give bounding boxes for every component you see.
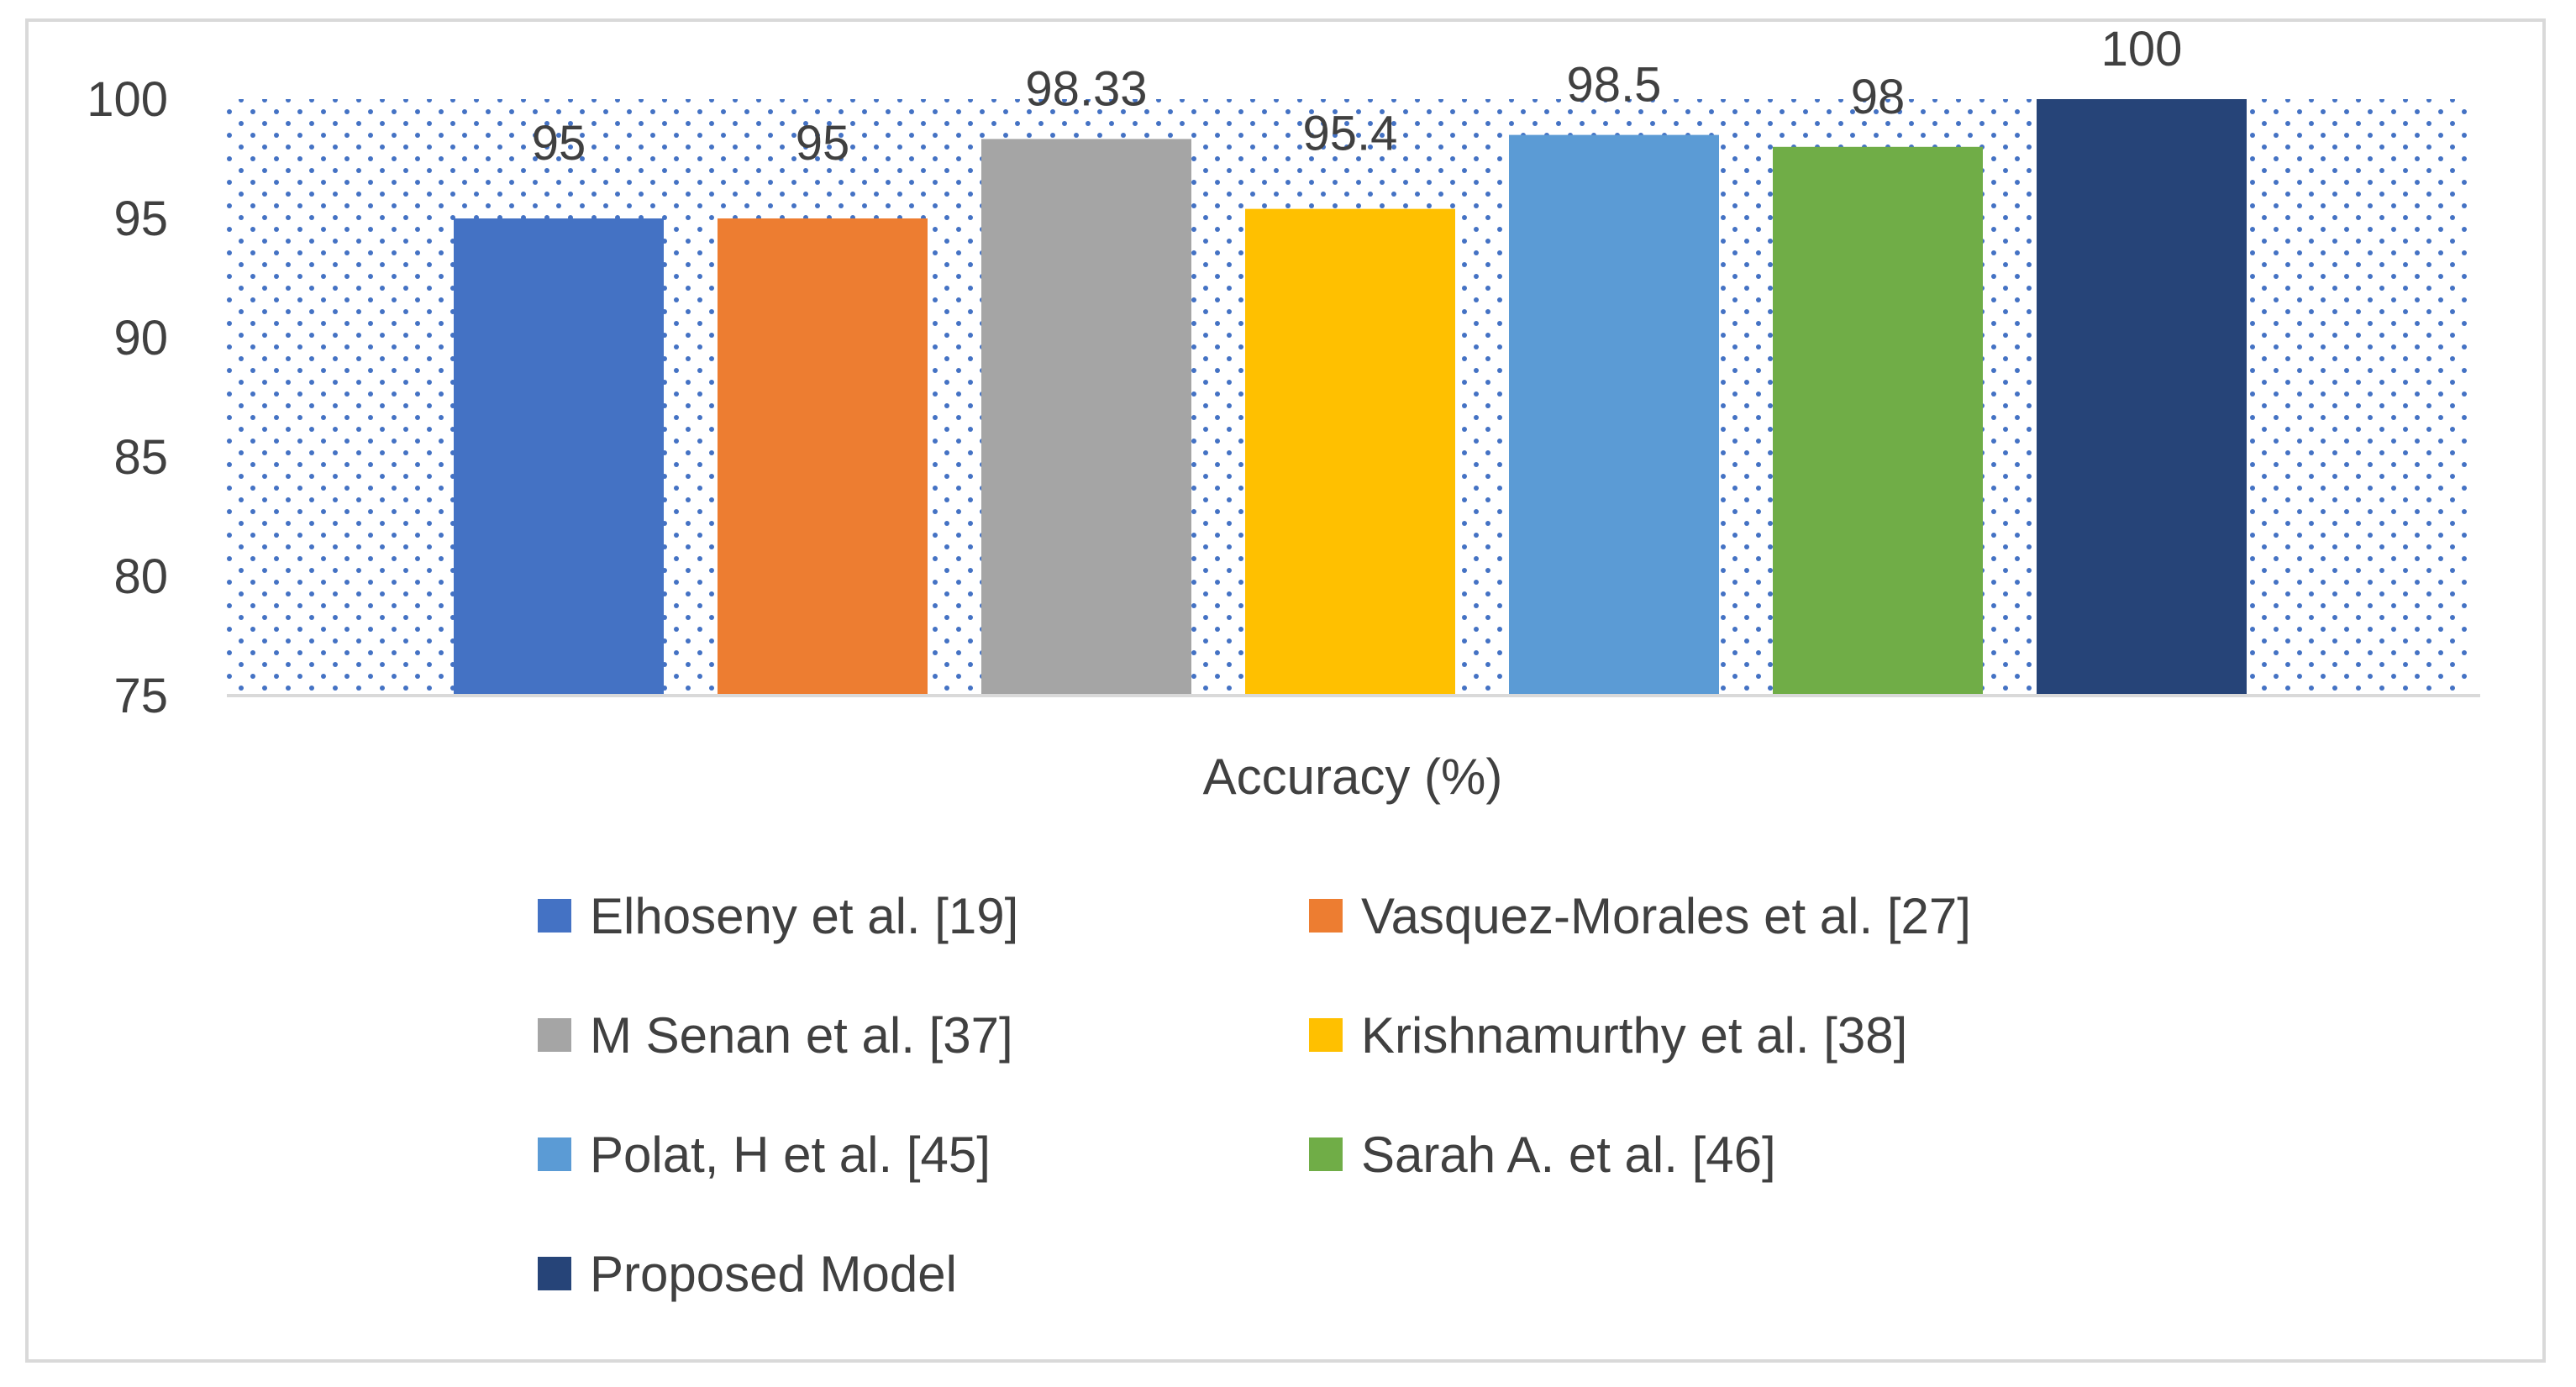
legend: Elhoseny et al. [19] Vasquez-Morales et a… xyxy=(538,888,1971,1302)
legend-swatch xyxy=(1309,899,1343,933)
bar-7 xyxy=(2037,99,2247,696)
data-labels: 95 95 98.33 95.4 98.5 98 100 xyxy=(532,22,2183,171)
data-label-5: 98.5 xyxy=(1567,58,1662,113)
legend-label: Polat, H et al. [45] xyxy=(590,1127,991,1183)
legend-swatch xyxy=(538,899,571,933)
bar-4 xyxy=(1245,208,1455,696)
legend-item: Proposed Model xyxy=(538,1246,957,1302)
bar-6 xyxy=(1773,146,1983,696)
legend-item: Vasquez-Morales et al. [27] xyxy=(1309,888,1971,944)
legend-swatch xyxy=(1309,1018,1343,1052)
bar-1 xyxy=(454,218,664,696)
y-tick-label: 80 xyxy=(113,549,168,604)
y-tick-label: 95 xyxy=(113,192,168,246)
legend-swatch xyxy=(538,1257,571,1290)
y-axis-ticks: 75 80 85 90 95 100 xyxy=(87,72,168,723)
y-tick-label: 85 xyxy=(113,430,168,485)
y-tick-label: 75 xyxy=(113,669,168,723)
bars xyxy=(454,99,2247,696)
legend-item: M Senan et al. [37] xyxy=(538,1007,1013,1064)
legend-label: Proposed Model xyxy=(590,1246,957,1302)
x-axis-title: Accuracy (%) xyxy=(1203,749,1503,805)
legend-swatch xyxy=(538,1018,571,1052)
bar-3 xyxy=(981,139,1191,696)
legend-label: Elhoseny et al. [19] xyxy=(590,888,1018,944)
y-tick-label: 100 xyxy=(87,72,168,127)
legend-label: Vasquez-Morales et al. [27] xyxy=(1361,888,1971,944)
legend-label: Krishnamurthy et al. [38] xyxy=(1361,1007,1907,1064)
legend-item: Sarah A. et al. [46] xyxy=(1309,1127,1776,1183)
data-label-6: 98 xyxy=(1851,70,1906,124)
data-label-4: 95.4 xyxy=(1303,107,1398,161)
legend-label: M Senan et al. [37] xyxy=(590,1007,1013,1064)
legend-label: Sarah A. et al. [46] xyxy=(1361,1127,1776,1183)
legend-swatch xyxy=(538,1137,571,1171)
y-tick-label: 90 xyxy=(113,311,168,365)
legend-swatch xyxy=(1309,1137,1343,1171)
legend-item: Polat, H et al. [45] xyxy=(538,1127,991,1183)
legend-item: Krishnamurthy et al. [38] xyxy=(1309,1007,1907,1064)
legend-item: Elhoseny et al. [19] xyxy=(538,888,1018,944)
bar-5 xyxy=(1509,134,1719,696)
data-label-2: 95 xyxy=(796,116,850,171)
data-label-7: 100 xyxy=(2101,22,2183,76)
bar-2 xyxy=(718,218,928,696)
data-label-3: 98.33 xyxy=(1025,61,1147,116)
data-label-1: 95 xyxy=(532,116,586,171)
